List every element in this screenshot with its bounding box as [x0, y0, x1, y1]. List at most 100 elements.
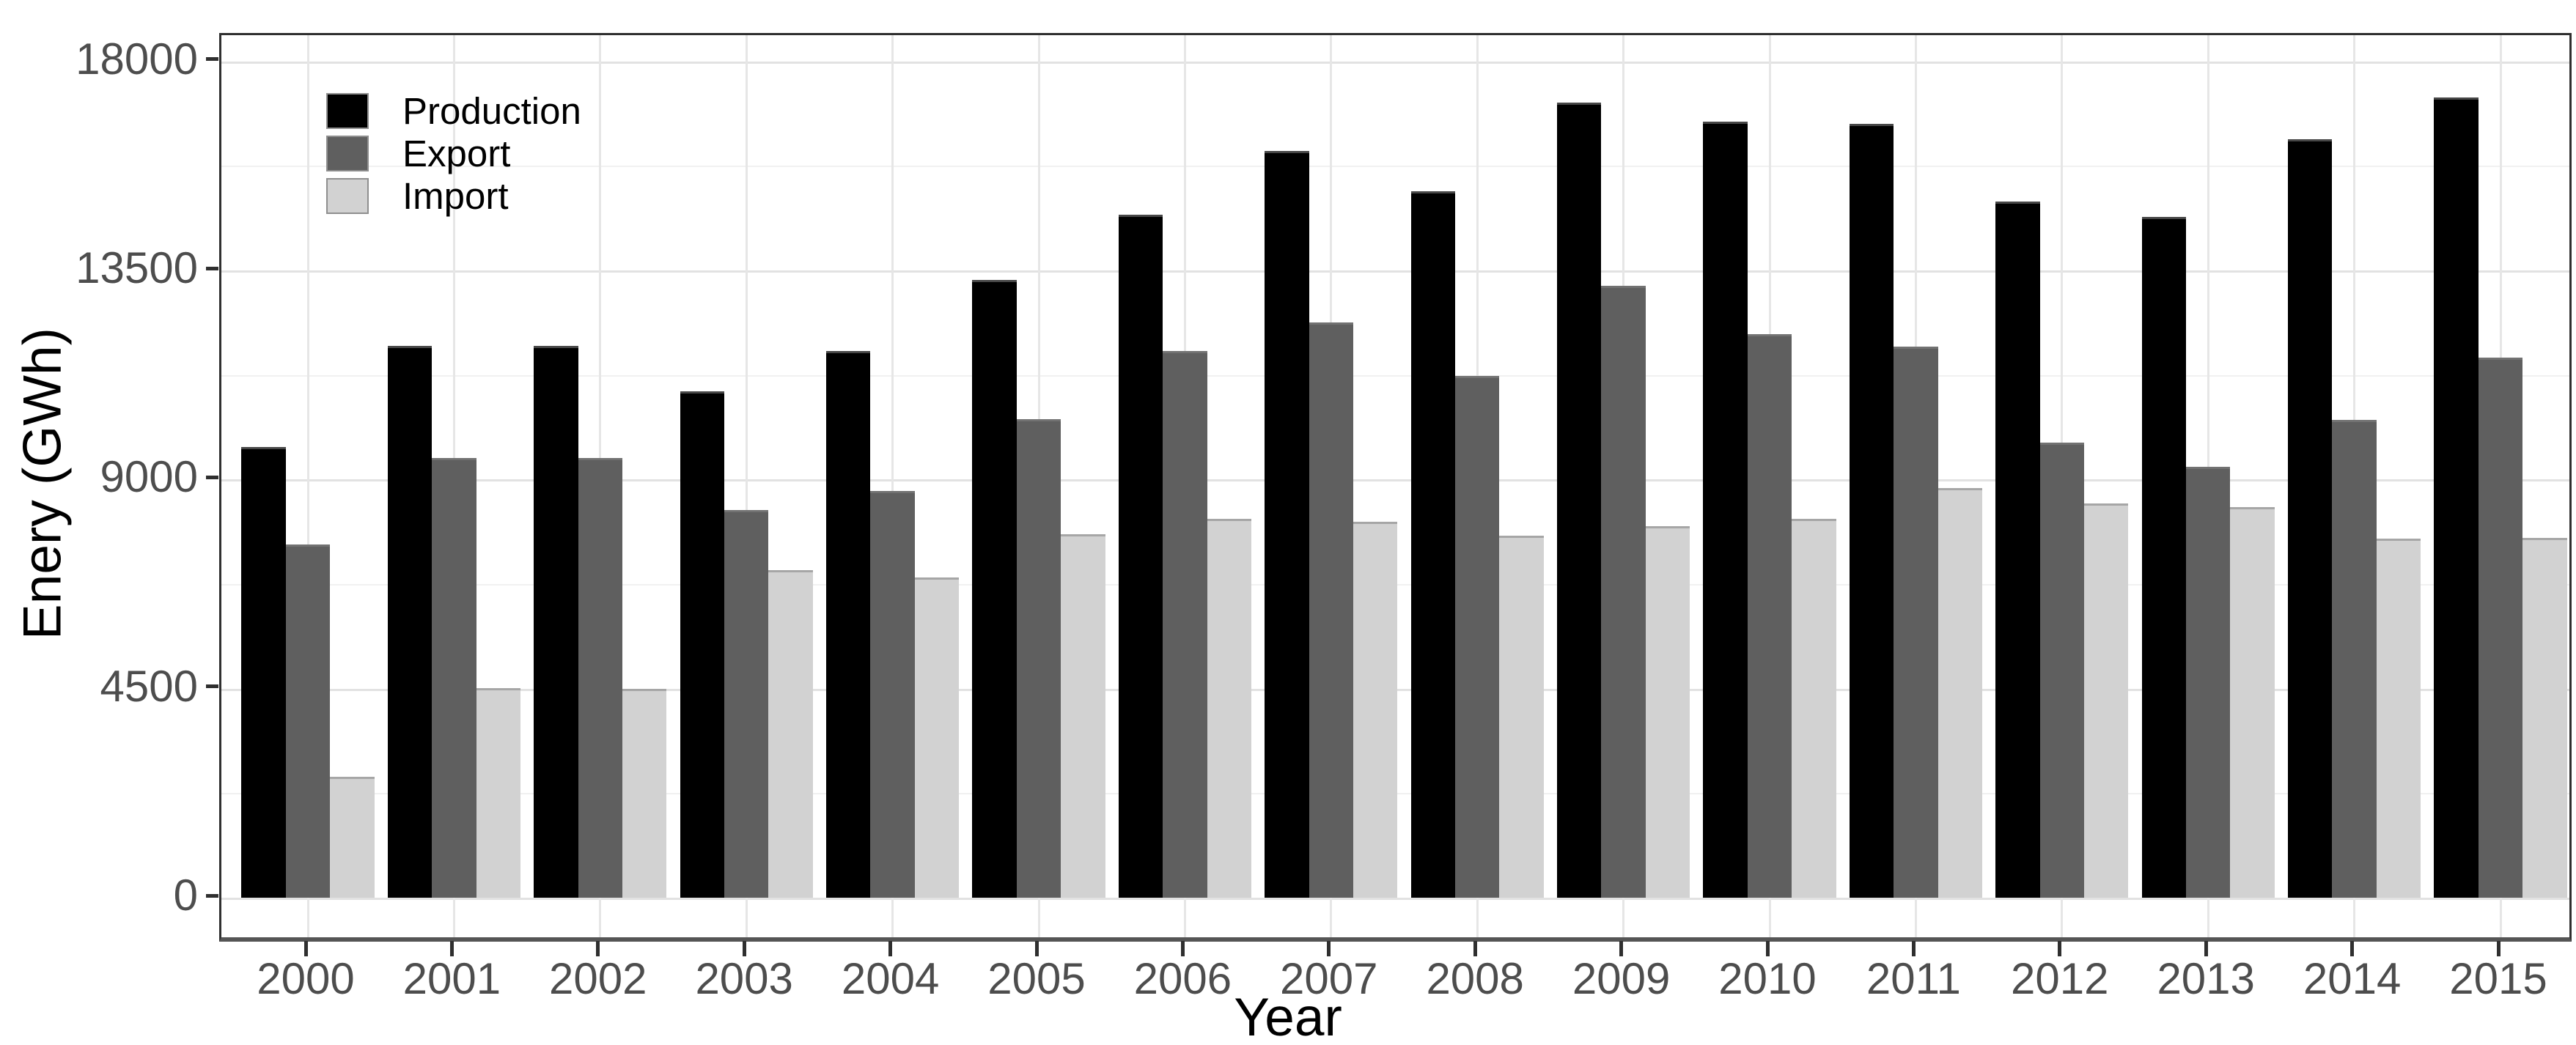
- x-tick-label-2013: 2013: [2157, 954, 2255, 1003]
- bar-production-2006: [1118, 215, 1163, 898]
- bar-import-2002: [622, 688, 667, 898]
- bar-import-2009: [1645, 525, 1690, 898]
- bar-export-2001: [432, 457, 476, 898]
- bar-import-2015: [2522, 537, 2567, 898]
- bar-production-2012: [1995, 202, 2040, 898]
- x-tick-2001: [449, 941, 454, 956]
- x-tick-label-2002: 2002: [549, 954, 647, 1003]
- bar-production-2007: [1265, 150, 1309, 898]
- x-tick-2013: [2204, 941, 2208, 956]
- x-tick-2009: [1619, 941, 1624, 956]
- y-tick-0: [206, 893, 218, 898]
- gridline-major-13500: [221, 270, 2569, 273]
- x-tick-label-2009: 2009: [1572, 954, 1671, 1003]
- bar-export-2003: [724, 509, 769, 898]
- y-tick-label-13500: 13500: [76, 243, 198, 293]
- bar-production-2010: [1703, 122, 1748, 898]
- bar-production-2005: [972, 280, 1017, 898]
- y-tick-label-18000: 18000: [76, 34, 198, 84]
- x-tick-label-2004: 2004: [841, 954, 940, 1003]
- x-tick-2011: [1911, 941, 1916, 956]
- bar-production-2013: [2141, 217, 2186, 898]
- bar-import-2012: [2084, 503, 2129, 898]
- x-tick-2005: [1034, 941, 1039, 956]
- bar-export-2008: [1455, 376, 1500, 898]
- x-tick-2014: [2350, 941, 2355, 956]
- y-tick-9000: [206, 475, 218, 479]
- bar-production-2008: [1410, 191, 1455, 898]
- x-tick-label-2011: 2011: [1866, 954, 1961, 1003]
- legend-row-import: Import: [326, 177, 581, 215]
- bar-import-2005: [1061, 534, 1105, 898]
- bar-import-2004: [914, 577, 960, 898]
- legend-key-production: [326, 93, 369, 129]
- bar-import-2001: [476, 688, 520, 898]
- gridline-major-9000: [221, 479, 2569, 482]
- x-tick-2003: [742, 941, 746, 956]
- bar-production-2014: [2288, 139, 2333, 898]
- bar-export-2004: [870, 490, 915, 898]
- bar-production-2003: [680, 391, 724, 898]
- x-tick-2000: [303, 941, 308, 956]
- legend-label-production: Production: [402, 90, 581, 132]
- bar-import-2008: [1499, 536, 1544, 898]
- legend-label-import: Import: [402, 175, 509, 217]
- bar-export-2002: [578, 457, 622, 898]
- x-tick-label-2015: 2015: [2449, 954, 2547, 1003]
- bar-import-2010: [1792, 519, 1836, 898]
- bar-export-2007: [1309, 322, 1353, 898]
- y-tick-13500: [206, 266, 218, 270]
- gridline-minor-15750: [221, 166, 2569, 168]
- legend-row-export: Export: [326, 135, 581, 172]
- bar-production-2011: [1849, 123, 1894, 898]
- gridline-x-2003: [745, 35, 748, 937]
- bar-export-2011: [1894, 347, 1938, 898]
- y-tick-label-4500: 4500: [100, 661, 198, 711]
- y-tick-4500: [206, 684, 218, 689]
- gridline-major-0: [221, 898, 2569, 900]
- bar-import-2014: [2376, 538, 2421, 898]
- legend-row-production: Production: [326, 92, 581, 130]
- bar-import-2011: [1937, 487, 1982, 898]
- bar-export-2015: [2478, 358, 2523, 898]
- bar-import-2013: [2230, 507, 2275, 898]
- bar-production-2001: [387, 345, 433, 898]
- legend-key-import: [326, 178, 369, 214]
- x-tick-2002: [596, 941, 600, 956]
- x-tick-label-2007: 2007: [1280, 954, 1378, 1003]
- x-tick-2007: [1327, 941, 1331, 956]
- x-tick-2015: [2496, 941, 2500, 956]
- legend: Production Export Import: [326, 92, 581, 215]
- x-tick-label-2014: 2014: [2303, 954, 2402, 1003]
- legend-key-export: [326, 136, 369, 171]
- x-tick-2012: [2058, 941, 2062, 956]
- bar-export-2009: [1601, 286, 1646, 898]
- bar-export-2010: [1747, 333, 1792, 898]
- x-tick-label-2001: 2001: [402, 954, 501, 1003]
- bar-export-2000: [285, 544, 331, 898]
- bar-import-2003: [768, 570, 813, 898]
- x-tick-label-2010: 2010: [1718, 954, 1817, 1003]
- x-tick-2008: [1473, 941, 1477, 956]
- bar-export-2014: [2332, 420, 2377, 898]
- bar-export-2013: [2186, 467, 2231, 898]
- x-tick-label-2006: 2006: [1133, 954, 1232, 1003]
- bar-import-2006: [1207, 519, 1251, 898]
- bar-export-2012: [2039, 443, 2084, 898]
- bar-import-2000: [330, 777, 375, 898]
- bar-production-2004: [826, 351, 871, 898]
- bar-export-2005: [1016, 418, 1061, 898]
- x-tick-label-2005: 2005: [987, 954, 1086, 1003]
- x-tick-label-2008: 2008: [1426, 954, 1524, 1003]
- x-tick-2010: [1765, 941, 1770, 956]
- bar-production-2009: [1557, 102, 1602, 898]
- x-tick-label-2003: 2003: [695, 954, 793, 1003]
- plot-panel: Production Export Import: [219, 33, 2572, 942]
- x-tick-2004: [888, 941, 893, 956]
- bar-export-2006: [1163, 351, 1207, 898]
- y-tick-label-9000: 9000: [100, 452, 198, 502]
- gridline-minor-11250: [221, 374, 2569, 377]
- bar-production-2002: [534, 345, 578, 898]
- gridline-major-18000: [221, 61, 2569, 64]
